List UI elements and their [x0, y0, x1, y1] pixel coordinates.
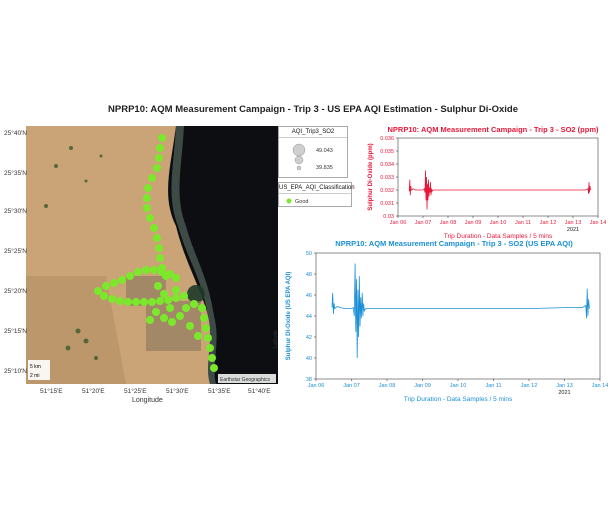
y-axis-label: Sulphur Di-Oxide (US EPA AQI) [286, 272, 292, 360]
so2-aqi-chart-title: NPRP10: AQM Measurement Campaign - Trip … [335, 239, 573, 248]
x-tick-label: Jan 09 [414, 383, 431, 389]
series-line [331, 263, 590, 359]
y-axis-label: Sulphur Di-Oxide (ppm) [368, 143, 374, 210]
figure-title: NPRP10: AQM Measurement Campaign - Trip … [108, 104, 518, 115]
x-axis-label: Trip Duration - Data Samples / 5 mins [444, 233, 553, 240]
lon-tick: 51°35'E [208, 388, 231, 395]
y-tick-label: 0.031 [380, 201, 394, 207]
y-tick-label: 0.032 [380, 188, 394, 194]
x-tick-label: Jan 14 [590, 220, 607, 226]
lat-tick: 25°35'N [4, 170, 27, 177]
good-marker [286, 198, 292, 204]
x-tick-label: Jan 07 [415, 220, 432, 226]
x-tick-label: Jan 10 [490, 220, 507, 226]
size-legend-min: 39.835 [316, 165, 333, 171]
plot-area [397, 137, 599, 217]
x-tick-label: Jan 10 [450, 383, 467, 389]
lon-tick: 51°20'E [82, 388, 105, 395]
class-legend: US_EPA_AQI_Classification Good [278, 182, 355, 207]
y-tick-label: 42 [306, 335, 312, 341]
lon-tick: 51°30'E [166, 388, 189, 395]
y-tick-label: 44 [306, 314, 312, 320]
so2-aqi-chart: 38 40 42 44 46 48 50 Jan 06 Jan 07 Jan 08 Jan 09 Ja… [286, 251, 609, 403]
y-tick-label: 0.03 [383, 214, 394, 220]
x-tick-label: Jan 14 [592, 383, 609, 389]
class-legend-title: US_EPA_AQI_Classification [279, 183, 355, 194]
y-tick-label: 48 [306, 272, 312, 278]
lon-tick: 51°40'E [248, 388, 271, 395]
gps-track [94, 134, 218, 372]
x-axis-label: Trip Duration - Data Samples / 5 mins [404, 396, 513, 403]
y-tick-label: 38 [306, 377, 312, 383]
x-tick-label: Jan 06 [308, 383, 325, 389]
lat-tick: 25°20'N [4, 288, 27, 295]
lat-tick: 25°25'N [4, 248, 27, 255]
lat-tick: 25°10'N [4, 368, 27, 375]
y-tick-label: 40 [306, 356, 312, 362]
figure-panel: NPRP10: AQM Measurement Campaign - Trip … [4, 98, 610, 411]
scale-km: 5 km [30, 364, 41, 370]
lat-tick: 25°40'N [4, 130, 27, 137]
x-tick-label: Jan 13 [565, 220, 582, 226]
lat-tick: 25°30'N [4, 208, 27, 215]
plot-area [315, 252, 601, 380]
y-tick-label: 0.034 [380, 162, 394, 168]
x-year-label: 2021 [558, 390, 570, 396]
y-tick-label: 0.035 [380, 149, 394, 155]
x-tick-label: Jan 06 [390, 220, 407, 226]
lon-tick: 51°15'E [40, 388, 63, 395]
x-tick-label: Jan 12 [540, 220, 557, 226]
x-tick-label: Jan 09 [465, 220, 482, 226]
lon-tick: 51°25'E [124, 388, 147, 395]
size-legend-max: 49.043 [316, 148, 333, 154]
map-xlabel: Longitude [132, 397, 163, 404]
x-tick-label: Jan 11 [515, 220, 531, 226]
map-attribution: Earthstar Geographics [220, 377, 271, 383]
so2-ppm-chart-title: NPRP10: AQM Measurement Campaign - Trip … [387, 125, 599, 134]
size-legend-title: AQI_Trip3_SO2 [279, 127, 347, 138]
series-line [408, 170, 591, 210]
x-year-label: 2021 [567, 227, 579, 233]
class-legend-item: Good [295, 199, 308, 205]
class-legend-symbols: Good [286, 198, 308, 205]
scale-mi: 2 mi [30, 373, 39, 379]
y-tick-label: 50 [306, 251, 312, 257]
size-legend-symbols: 49.043 39.835 [292, 143, 333, 171]
so2-ppm-chart: 0.03 0.031 0.032 0.033 0.034 0.035 0.036 Jan 06… [368, 136, 607, 240]
map-svg: 5 km 2 mi Earthstar Geographics [26, 126, 278, 384]
y-tick-label: 0.033 [380, 175, 394, 181]
y-tick-label: 46 [306, 293, 312, 299]
x-tick-label: Jan 08 [379, 383, 396, 389]
size-legend: AQI_Trip3_SO2 49.043 39.835 [278, 126, 348, 178]
x-tick-label: Jan 12 [521, 383, 538, 389]
x-tick-label: Jan 13 [556, 383, 573, 389]
satellite-map: 5 km 2 mi Earthstar Geographics [26, 126, 278, 384]
x-tick-label: Jan 08 [440, 220, 457, 226]
y-tick-label: 0.036 [380, 136, 394, 142]
x-tick-label: Jan 11 [485, 383, 501, 389]
lat-tick: 25°15'N [4, 328, 27, 335]
x-tick-label: Jan 07 [343, 383, 360, 389]
